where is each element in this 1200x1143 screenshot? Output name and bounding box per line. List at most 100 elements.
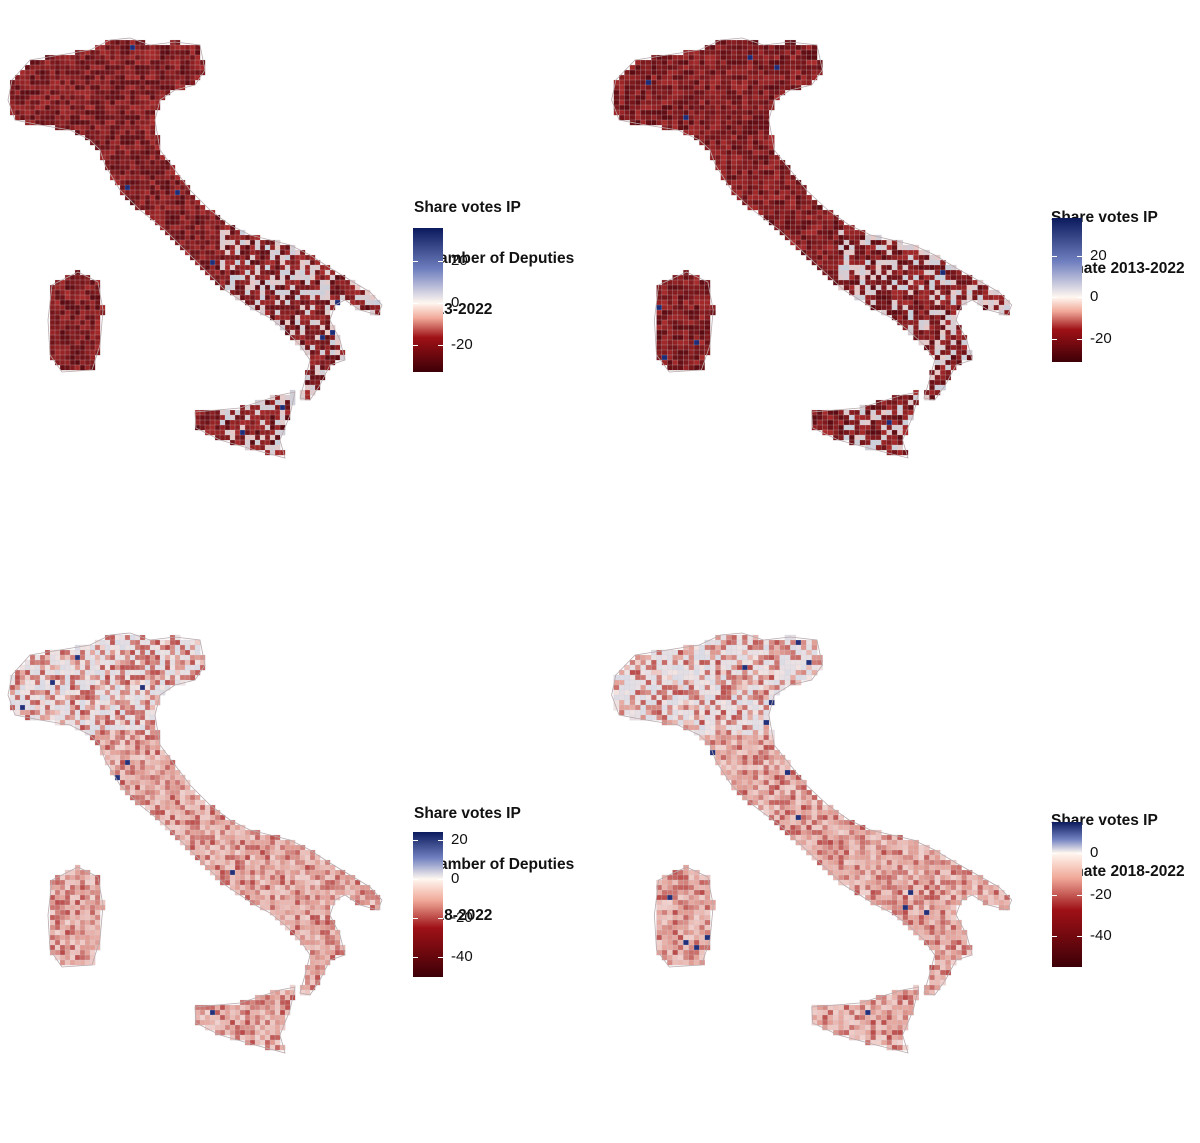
municipality-cell	[264, 294, 271, 301]
municipality-cell	[144, 189, 151, 196]
municipality-cell	[179, 834, 186, 841]
municipality-cell	[934, 344, 941, 351]
municipality-cell	[219, 1029, 226, 1036]
municipality-cell	[89, 704, 96, 711]
municipality-cell	[683, 99, 690, 106]
municipality-cell	[688, 104, 695, 111]
municipality-cell	[304, 874, 311, 881]
municipality-cell	[264, 244, 271, 251]
municipality-cell	[69, 894, 76, 901]
municipality-cell	[239, 244, 246, 251]
municipality-cell	[661, 74, 668, 81]
municipality-cell	[832, 239, 839, 246]
municipality-cell	[224, 419, 231, 426]
municipality-cell	[324, 894, 331, 901]
municipality-cell	[319, 349, 326, 356]
municipality-cell	[886, 419, 893, 426]
municipality-cell	[736, 84, 743, 91]
municipality-cell	[848, 279, 855, 286]
municipality-cell	[274, 839, 281, 846]
municipality-cell	[164, 184, 171, 191]
municipality-cell	[119, 679, 126, 686]
municipality-cell	[741, 64, 748, 71]
municipality-cell	[189, 639, 196, 646]
municipality-cell	[269, 264, 276, 271]
municipality-cell	[264, 1009, 271, 1016]
municipality-cell	[329, 869, 336, 876]
municipality-cell	[279, 914, 286, 921]
municipality-cell	[656, 64, 663, 71]
municipality-cell	[139, 699, 146, 706]
municipality-cell	[159, 189, 166, 196]
municipality-cell	[74, 54, 81, 61]
municipality-cell	[843, 259, 850, 266]
municipality-cell	[229, 239, 236, 246]
municipality-cell	[725, 139, 732, 146]
municipality-cell	[645, 99, 652, 106]
municipality-cell	[44, 74, 51, 81]
municipality-cell	[264, 834, 271, 841]
municipality-cell	[94, 919, 101, 926]
municipality-cell	[154, 749, 161, 756]
municipality-cell	[149, 199, 156, 206]
municipality-cell	[816, 424, 823, 431]
municipality-cell	[84, 944, 91, 951]
municipality-cell	[758, 149, 764, 156]
municipality-cell	[194, 1004, 201, 1011]
municipality-cell	[209, 814, 216, 821]
municipality-cell	[725, 94, 732, 101]
municipality-cell	[699, 69, 706, 76]
municipality-cell	[94, 334, 101, 341]
municipality-cell	[881, 239, 887, 246]
municipality-cell	[39, 714, 46, 721]
municipality-cell	[897, 299, 904, 306]
municipality-cell	[169, 789, 176, 796]
municipality-cell	[269, 289, 276, 296]
municipality-cell	[784, 79, 791, 86]
municipality-cell	[54, 909, 61, 916]
municipality-cell	[795, 54, 802, 61]
municipality-cell	[39, 654, 46, 661]
municipality-cell	[239, 874, 246, 881]
municipality-cell	[758, 204, 764, 211]
municipality-cell	[939, 284, 946, 291]
municipality-cell	[114, 174, 121, 181]
municipality-cell	[897, 434, 904, 441]
municipality-cell	[114, 59, 121, 66]
municipality-cell	[119, 164, 126, 171]
municipality-cell	[704, 59, 711, 66]
municipality-cell	[49, 74, 56, 81]
municipality-cell	[747, 199, 754, 206]
municipality-cell	[731, 74, 738, 81]
municipality-cell	[114, 684, 121, 691]
municipality-cell	[827, 414, 834, 421]
municipality-cell	[254, 264, 261, 271]
municipality-cell	[169, 679, 176, 686]
municipality-cell	[672, 64, 679, 71]
municipality-cell	[89, 899, 96, 906]
municipality-cell	[314, 354, 321, 361]
municipality-cell	[752, 59, 759, 66]
municipality-cell	[24, 94, 31, 101]
municipality-cell	[886, 249, 893, 256]
municipality-cell	[875, 414, 882, 421]
municipality-cell	[254, 1034, 261, 1041]
municipality-cell	[129, 674, 136, 681]
municipality-cell	[264, 859, 271, 866]
municipality-cell	[264, 1034, 271, 1041]
municipality-cell	[709, 89, 716, 96]
municipality-cell	[159, 64, 166, 71]
municipality-cell	[294, 914, 301, 921]
municipality-cell	[74, 664, 81, 671]
municipality-cell	[79, 284, 86, 291]
municipality-cell	[209, 854, 216, 861]
municipality-cell	[693, 364, 700, 371]
municipality-cell	[875, 289, 882, 296]
municipality-cell	[199, 844, 206, 851]
municipality-cell	[54, 949, 61, 956]
municipality-cell	[629, 84, 636, 91]
municipality-cell	[848, 274, 855, 281]
municipality-cell	[24, 99, 31, 106]
municipality-cell	[309, 949, 316, 956]
municipality-cell	[239, 409, 246, 416]
